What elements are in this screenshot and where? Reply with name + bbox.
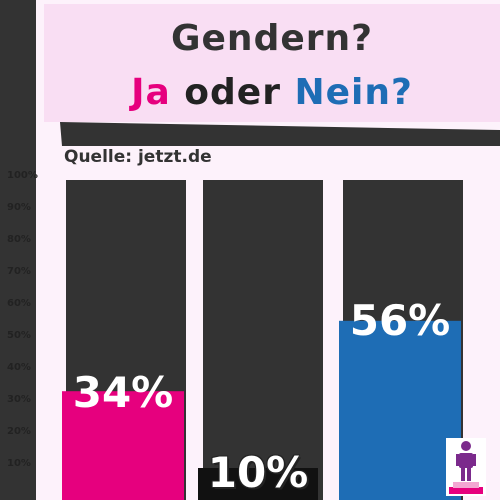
- chart-title-line1: Gendern?: [170, 18, 374, 59]
- source-label: Quelle: jetzt.de: [64, 147, 212, 167]
- y-tick-label: 20%: [7, 426, 31, 437]
- title-oder: oder: [184, 72, 281, 113]
- title-banner: [44, 4, 500, 122]
- bar-ja: [62, 391, 184, 500]
- chart-title-line2: Ja oder Nein?: [44, 72, 500, 113]
- title-ja: Ja: [131, 72, 171, 113]
- y-tick-label: 90%: [7, 202, 31, 213]
- value-label-neutral: 10%: [207, 448, 309, 497]
- y-tick-label: 30%: [7, 394, 31, 405]
- y-tick-label: 50%: [7, 330, 31, 341]
- bar-neutral: [198, 468, 318, 500]
- left-dark-strip: [0, 0, 36, 500]
- bar-track-neutral: [203, 180, 323, 500]
- y-tick-label: 80%: [7, 234, 31, 245]
- y-tick-label: 100%: [7, 170, 38, 181]
- bar-nein: [339, 320, 461, 500]
- title-nein: Nein?: [294, 72, 413, 113]
- value-label-nein: 56%: [349, 296, 451, 345]
- y-tick-label: 60%: [7, 298, 31, 309]
- y-tick-label: 40%: [7, 362, 31, 373]
- person-on-podium-icon: [446, 438, 486, 496]
- value-label-ja: 34%: [72, 368, 174, 417]
- title-underline-bar: [60, 122, 500, 146]
- y-tick-label: 10%: [7, 458, 31, 469]
- y-tick-label: 70%: [7, 266, 31, 277]
